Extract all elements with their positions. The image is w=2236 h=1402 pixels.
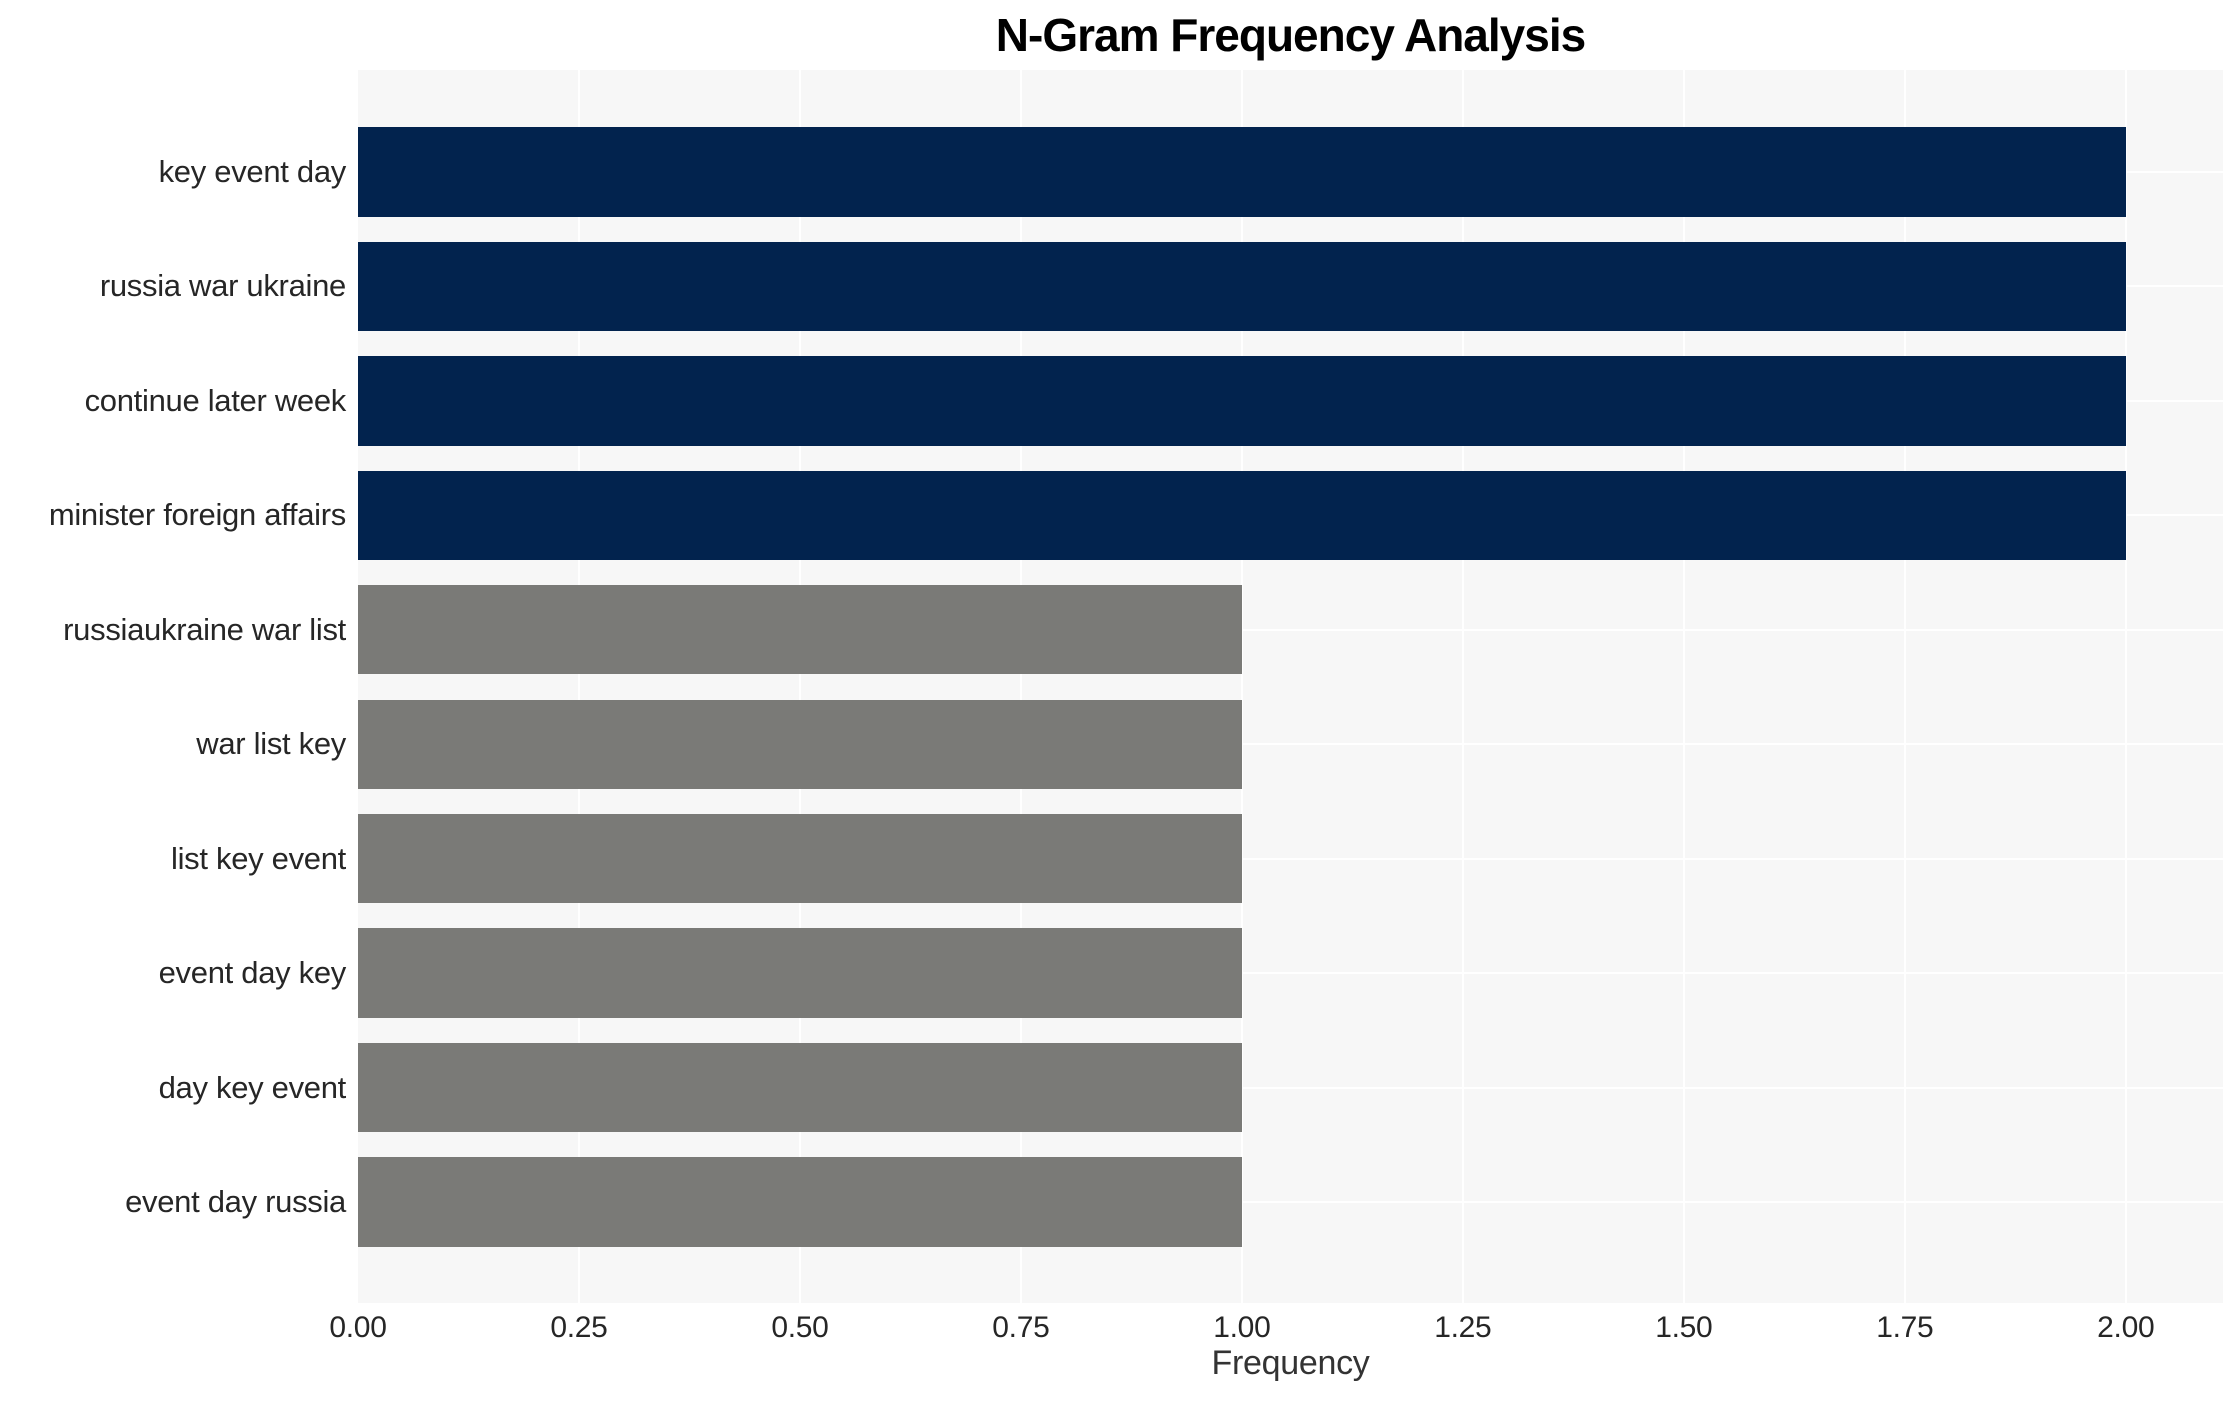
v-gridline: [1682, 70, 1685, 1303]
bar-minister-foreign-affairs: [358, 470, 2126, 560]
h-gridline: [358, 628, 2223, 631]
category-label: russia war ukraine: [99, 268, 346, 304]
v-gridline: [798, 70, 801, 1303]
bar-continue-later-week: [358, 356, 2126, 446]
x-tick-label: 1.25: [1434, 1311, 1492, 1344]
x-tick-label: 1.75: [1876, 1311, 1934, 1344]
x-axis-label: Frequency: [1211, 1344, 1370, 1382]
chart-title: N-Gram Frequency Analysis: [995, 9, 1586, 61]
x-tick-label: 2.00: [2097, 1311, 2155, 1344]
bar-event-day-key: [358, 928, 1242, 1018]
plot-area: [358, 70, 2223, 1303]
category-label: list key event: [171, 840, 346, 876]
v-gridline: [2124, 70, 2127, 1303]
category-label: russiaukraine war list: [63, 611, 346, 647]
x-tick-label: 1.00: [1213, 1311, 1271, 1344]
h-gridline: [358, 1200, 2223, 1203]
category-label: day key event: [158, 1069, 347, 1105]
category-label: event day key: [158, 955, 347, 991]
category-label: minister foreign affairs: [48, 497, 346, 533]
v-gridline: [577, 70, 580, 1303]
bar-key-event-day: [358, 127, 2126, 217]
bar-event-day-russia: [358, 1157, 1242, 1247]
h-gridline: [358, 1086, 2223, 1089]
bar-russia-war-ukraine: [358, 241, 2126, 332]
bar-list-key-event: [358, 813, 1242, 904]
h-gridline: [358, 972, 2223, 975]
x-tick-label: 0.25: [550, 1311, 608, 1344]
x-tick-label: 0.00: [329, 1311, 387, 1344]
category-label: key event day: [158, 154, 347, 189]
h-gridline: [358, 857, 2223, 860]
v-gridline: [1240, 70, 1243, 1303]
x-tick-label: 1.50: [1655, 1311, 1713, 1344]
v-gridline: [1461, 70, 1464, 1303]
bar-russiaukraine-war-list: [358, 585, 1242, 675]
category-label: continue later week: [84, 382, 347, 418]
category-label: war list key: [196, 726, 346, 762]
h-gridline: [358, 743, 2223, 746]
bar-war-list-key: [358, 699, 1242, 789]
x-tick-label: 0.50: [771, 1311, 829, 1344]
category-label: event day russia: [125, 1183, 346, 1219]
v-gridline: [1903, 70, 1906, 1303]
v-gridline: [1019, 70, 1022, 1303]
bar-day-key-event: [358, 1042, 1242, 1133]
x-tick-label: 0.75: [992, 1311, 1050, 1344]
